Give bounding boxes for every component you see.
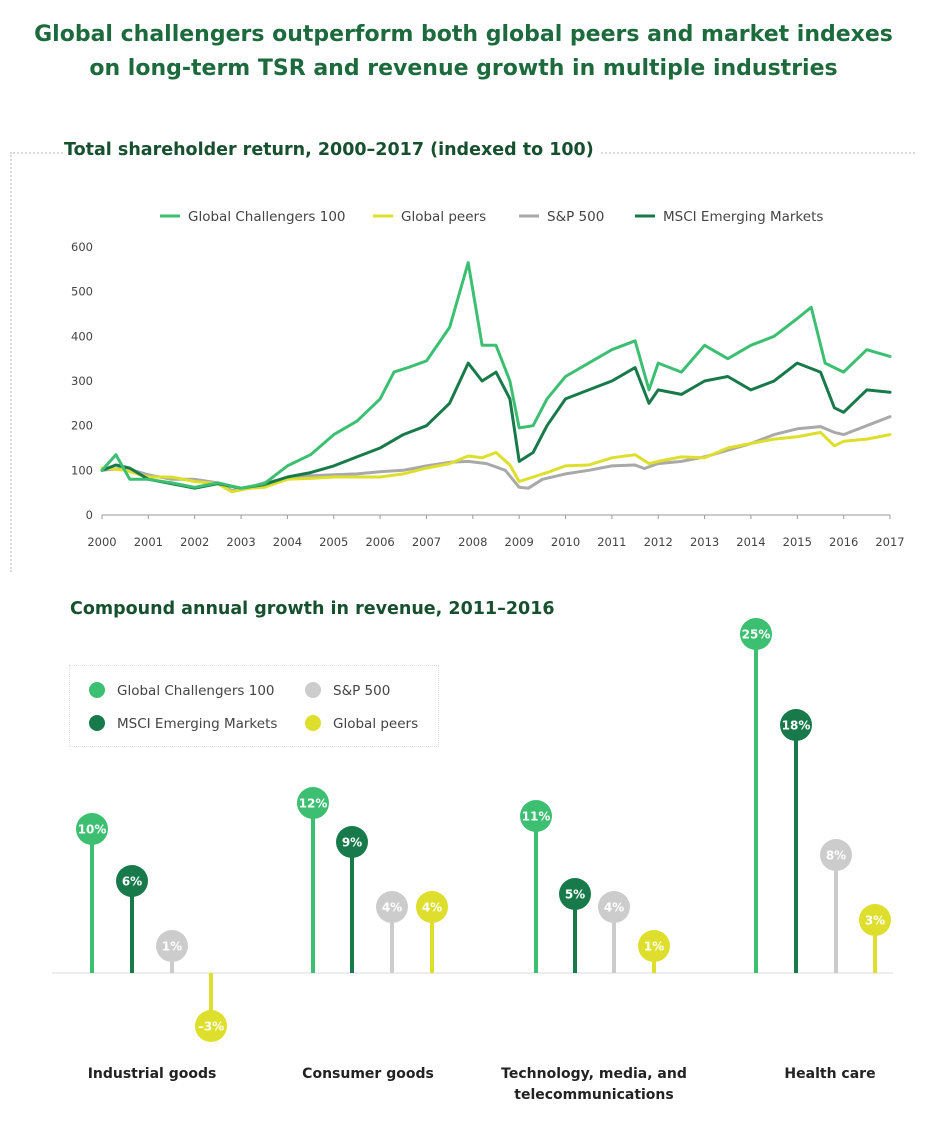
series-line <box>100 361 892 490</box>
x-tick-label: 2009 <box>505 535 534 549</box>
lollipop-head <box>195 1010 227 1042</box>
legend-label: Global Challengers 100 <box>188 209 346 225</box>
legend-label: Global peers <box>401 209 486 225</box>
y-tick-label: 300 <box>71 374 93 388</box>
category-label-tmt: Technology, media, and telecommunication… <box>501 1066 687 1103</box>
title-line-1: Global challengers outperform both globa… <box>34 22 893 47</box>
category-label-health: Health care <box>784 1066 876 1082</box>
lollipop-head <box>520 800 552 832</box>
lollipop-head <box>598 891 630 923</box>
category-label-consumer: Consumer goods <box>302 1066 434 1082</box>
lollipop-head <box>859 904 891 936</box>
value-label: 11% <box>522 810 551 824</box>
series-line <box>100 261 892 490</box>
category-label-industrial: Industrial goods <box>87 1066 217 1082</box>
lollipop-head <box>76 813 108 845</box>
series-line <box>100 430 892 494</box>
x-tick-label: 2013 <box>690 535 719 549</box>
x-tick-label: 2014 <box>736 535 765 549</box>
y-tick-label: 100 <box>71 463 93 477</box>
value-label: 5% <box>565 888 585 902</box>
value-label: 8% <box>826 849 846 863</box>
value-label: 1% <box>162 940 182 954</box>
y-tick-label: 500 <box>71 285 93 299</box>
page-title: Global challengers outperform both globa… <box>0 18 927 86</box>
x-tick-label: 2002 <box>180 535 209 549</box>
x-tick-label: 2010 <box>551 535 580 549</box>
x-tick-label: 2000 <box>87 535 116 549</box>
section-border <box>10 152 12 572</box>
value-label: 3% <box>865 914 885 928</box>
y-tick-label: 400 <box>71 329 93 343</box>
value-label: 4% <box>382 901 402 915</box>
revenue-legend-box <box>69 665 439 747</box>
lollipop-head <box>740 618 772 650</box>
lollipop-head <box>820 839 852 871</box>
value-label: 4% <box>422 901 442 915</box>
lollipop-head <box>156 930 188 962</box>
lollipop-head <box>116 865 148 897</box>
value-label: 9% <box>342 836 362 850</box>
x-tick-label: 2004 <box>273 535 302 549</box>
lollipop-head <box>297 787 329 819</box>
y-tick-label: 200 <box>71 419 93 433</box>
value-label: 6% <box>122 875 142 889</box>
x-tick-label: 2012 <box>644 535 673 549</box>
legend-label: MSCI Emerging Markets <box>663 209 823 225</box>
value-label: 1% <box>644 940 664 954</box>
lollipop-head <box>559 878 591 910</box>
y-tick-label: 0 <box>86 508 93 522</box>
revenue-subtitle: Compound annual growth in revenue, 2011–… <box>70 599 555 619</box>
lollipop-head <box>376 891 408 923</box>
tsr-line-chart: 0 100 200 300 400 500 600 2000 2001 2002 2003 2004 2… <box>71 209 905 549</box>
x-tick-label: 2008 <box>458 535 487 549</box>
lollipop-head <box>638 930 670 962</box>
value-label: 12% <box>299 797 328 811</box>
lollipop-head <box>416 891 448 923</box>
x-tick-label: 2001 <box>134 535 163 549</box>
x-tick-label: 2005 <box>319 535 348 549</box>
x-tick-label: 2015 <box>783 535 812 549</box>
lollipop-head <box>336 826 368 858</box>
value-label: 4% <box>604 901 624 915</box>
value-label: 25% <box>742 628 771 642</box>
x-tick-label: 2011 <box>597 535 626 549</box>
title-line-2: on long-term TSR and revenue growth in m… <box>89 56 838 81</box>
x-tick-label: 2006 <box>365 535 394 549</box>
y-tick-label: 600 <box>71 240 93 254</box>
value-label: 10% <box>78 823 107 837</box>
value-label: 18% <box>782 719 811 733</box>
x-tick-label: 2007 <box>412 535 441 549</box>
tsr-subtitle: Total shareholder return, 2000–2017 (ind… <box>64 140 600 160</box>
legend-label: S&P 500 <box>547 209 604 225</box>
value-label: –3% <box>198 1020 224 1034</box>
x-tick-label: 2016 <box>829 535 858 549</box>
x-tick-label: 2017 <box>875 535 904 549</box>
x-tick-label: 2003 <box>226 535 255 549</box>
lollipop-head <box>780 709 812 741</box>
